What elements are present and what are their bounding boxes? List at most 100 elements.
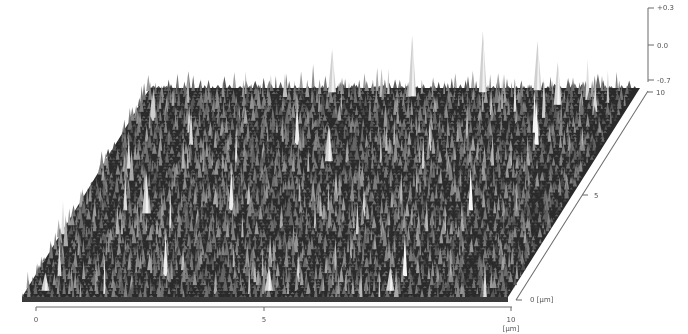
surface-texture-spike — [561, 91, 565, 94]
surface-texture-spike — [477, 124, 481, 136]
surface-texture-spike — [159, 125, 163, 139]
surface-texture-spike — [489, 133, 493, 142]
surface-texture-spike — [292, 148, 295, 151]
surface-texture-spike — [457, 92, 462, 94]
surface-texture-spike — [413, 101, 417, 106]
surface-texture-spike — [146, 104, 152, 109]
surface-texture-spike — [425, 89, 430, 91]
surface-texture-spike — [344, 160, 347, 166]
surface-texture-spike — [402, 119, 406, 130]
surface-texture-spike — [318, 148, 321, 160]
surface-texture-spike — [398, 93, 400, 103]
surface-texture-spike — [196, 109, 200, 112]
surface-texture-spike — [270, 158, 274, 166]
surface-texture-spike — [526, 110, 530, 124]
surface-texture-spike — [417, 104, 423, 121]
surface-texture-spike — [371, 140, 374, 154]
surface-texture-spike — [369, 118, 374, 127]
surface-texture-spike — [172, 130, 177, 133]
surface-texture-spike — [498, 118, 502, 121]
surface-texture-spike — [363, 151, 366, 154]
surface-texture-spike — [303, 106, 306, 109]
surface-texture-spike — [281, 108, 286, 112]
surface-texture-spike — [408, 152, 413, 157]
surface-texture-spike — [509, 124, 514, 127]
surface-texture-spike — [376, 154, 378, 157]
surface-texture-spike — [339, 136, 342, 139]
surface-texture-spike — [441, 148, 447, 151]
surface-texture-spike — [416, 163, 419, 166]
surface-texture-spike — [577, 159, 580, 163]
surface-texture-spike — [111, 162, 117, 166]
surface-texture-spike — [404, 126, 408, 139]
surface-texture-spike — [437, 106, 442, 109]
surface-texture-spike — [419, 135, 423, 151]
surface-texture-spike — [117, 160, 121, 163]
surface-texture-spike — [546, 86, 550, 88]
surface-texture-spike — [255, 149, 260, 166]
surface-texture-spike — [374, 130, 378, 133]
surface-texture-spike — [181, 127, 185, 133]
surface-texture-spike — [220, 104, 224, 109]
surface-texture-spike — [541, 141, 545, 151]
surface-texture-spike — [436, 92, 441, 94]
surface-texture-spike — [520, 145, 525, 148]
surface-texture-spike — [459, 133, 464, 142]
surface-texture-spike — [122, 145, 126, 160]
surface-texture-spike — [130, 126, 134, 133]
surface-texture-spike — [577, 82, 582, 94]
surface-texture-spike — [249, 91, 255, 109]
surface-texture-spike — [373, 86, 377, 88]
surface-texture-spike — [361, 118, 365, 127]
surface-texture-spike — [208, 89, 212, 103]
surface-texture-spike — [309, 109, 314, 118]
surface-texture-spike — [156, 85, 161, 88]
surface-texture-spike — [163, 145, 166, 154]
surface-texture-spike — [339, 77, 345, 94]
surface-texture-spike — [505, 150, 510, 157]
surface-texture-spike — [596, 91, 601, 94]
surface-texture-spike — [540, 90, 544, 97]
surface-texture-spike — [363, 115, 369, 118]
surface-texture-spike — [592, 75, 597, 91]
surface-texture-spike — [482, 108, 486, 112]
surface-texture-spike — [346, 112, 351, 115]
surface-texture-spike — [191, 76, 195, 91]
surface-texture-spike — [526, 135, 529, 151]
surface-texture-spike — [281, 114, 284, 142]
surface-texture-spike — [592, 138, 596, 151]
surface-texture-spike — [468, 120, 473, 133]
surface-texture-spike — [360, 147, 365, 160]
surface-texture-spike — [483, 118, 486, 121]
surface-texture-spike — [320, 85, 325, 88]
surface-texture-spike — [456, 111, 460, 115]
surface-texture-spike — [423, 94, 427, 97]
surface-texture-spike — [574, 137, 577, 142]
surface-texture-spike — [473, 114, 476, 121]
surface-texture-spike — [182, 138, 187, 142]
surface-texture-spike — [466, 149, 470, 166]
surface-texture-spike — [177, 159, 183, 163]
surface-texture-spike — [590, 118, 595, 121]
surface-texture-spike — [167, 115, 171, 118]
surface-texture-spike — [388, 112, 392, 115]
surface-texture-spike — [457, 139, 461, 148]
surface-texture-spike — [266, 143, 269, 154]
surface-texture-spike — [460, 141, 464, 145]
surface-texture-spike — [562, 124, 565, 127]
surface-texture-spike — [237, 114, 241, 124]
surface-texture-spike — [382, 99, 386, 106]
surface-texture-spike — [216, 106, 222, 112]
surface-texture-spike — [583, 106, 587, 109]
surface-texture-spike — [523, 111, 526, 115]
surface-texture-spike — [357, 125, 360, 136]
surface-texture-spike — [439, 92, 442, 97]
surface-texture-spike — [381, 83, 385, 100]
surface-texture-spike — [460, 112, 465, 115]
surface-texture-spike — [255, 129, 260, 133]
surface-texture-spike — [500, 127, 505, 133]
surface-texture-spike — [321, 149, 324, 154]
surface-texture-spike — [354, 144, 360, 160]
surface-texture-spike — [574, 163, 579, 166]
surface-texture-spike — [196, 99, 201, 106]
